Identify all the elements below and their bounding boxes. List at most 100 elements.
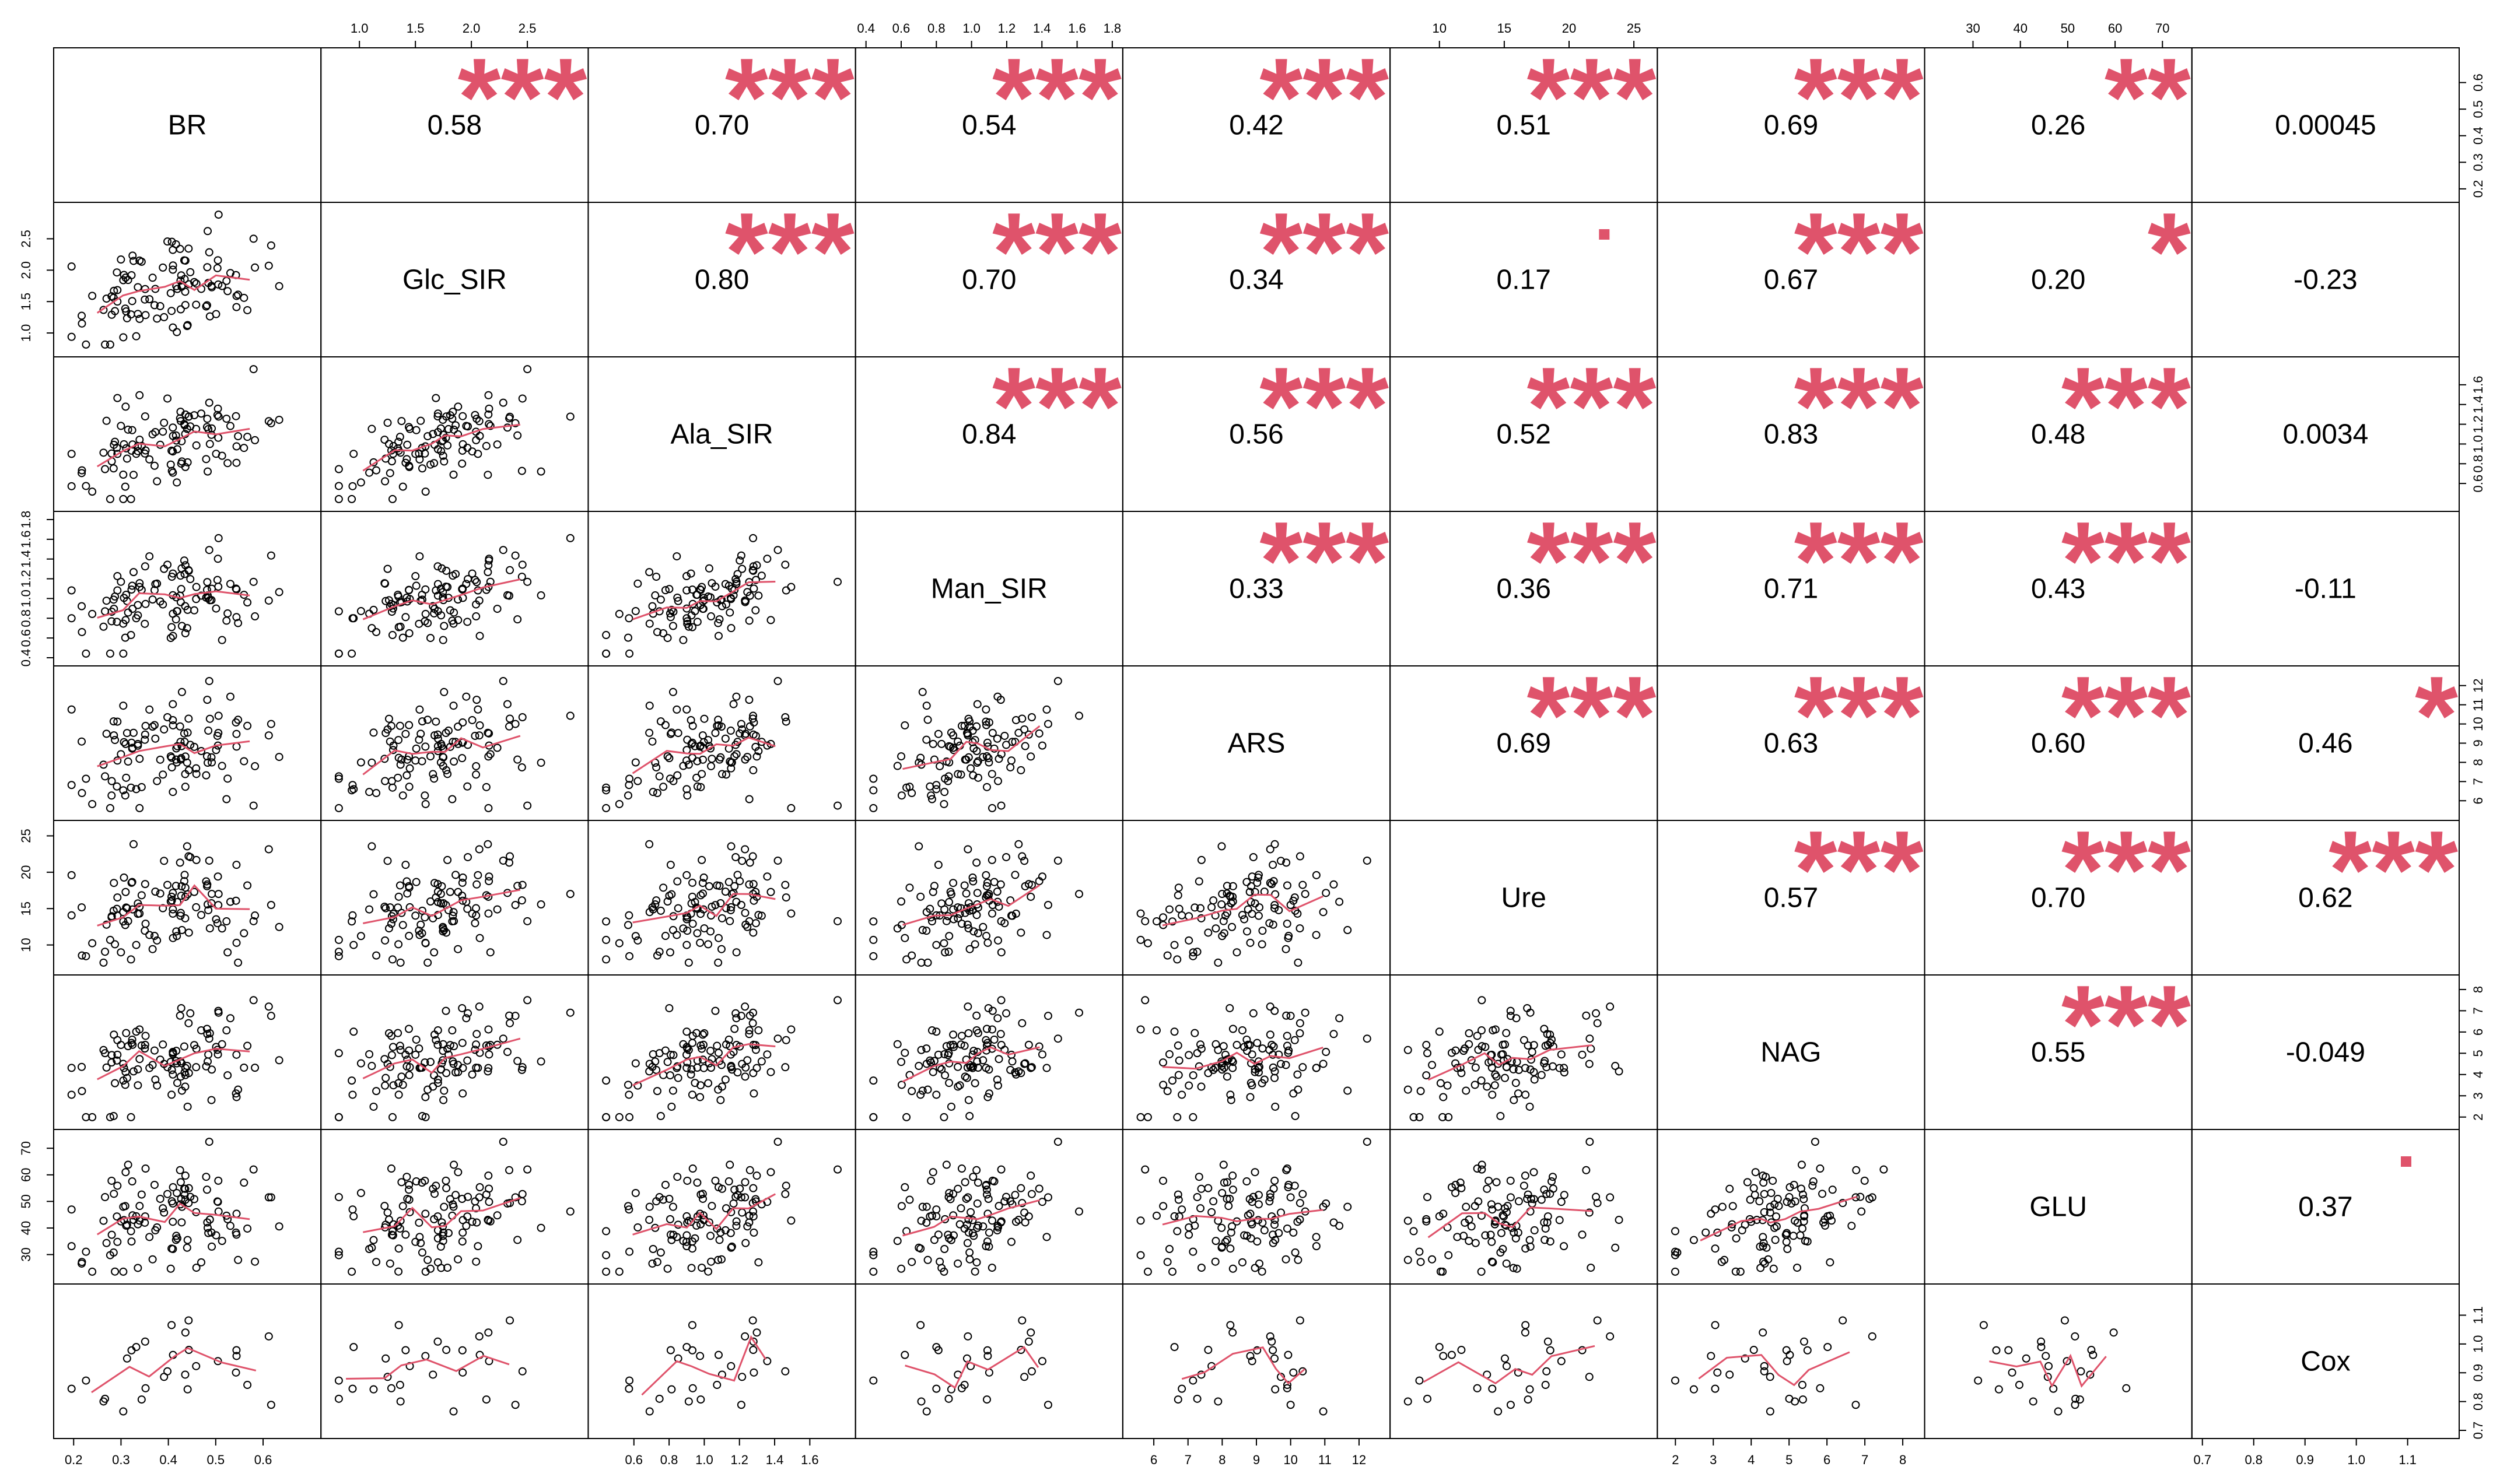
scatter-point xyxy=(167,763,176,771)
signif-stars-BR-Ure: *** xyxy=(1527,36,1657,159)
scatter-point xyxy=(372,1087,381,1096)
scatter-point xyxy=(954,1062,962,1071)
scatter-point xyxy=(442,583,450,591)
panel-Glc_SIR-BR xyxy=(53,202,322,357)
scatter-point xyxy=(1294,958,1302,967)
scatter-point xyxy=(1246,938,1255,947)
scatter-point xyxy=(957,1040,965,1049)
scatter-point xyxy=(169,715,177,724)
scatter-point xyxy=(1827,1216,1836,1225)
scatter-point xyxy=(449,1200,457,1209)
scatter-point xyxy=(1254,1216,1263,1225)
scatter-point xyxy=(78,789,86,798)
scatter-point xyxy=(602,1113,611,1121)
scatter-point xyxy=(349,1212,358,1220)
scatter-point xyxy=(749,880,758,889)
scatter-point xyxy=(1746,1195,1755,1204)
scatter-point xyxy=(947,1102,955,1111)
scatter-point xyxy=(693,929,702,938)
scatter-point xyxy=(169,1244,177,1253)
scatter-point xyxy=(430,1030,439,1039)
scatter-point xyxy=(1168,1076,1177,1085)
scatter-point xyxy=(388,783,397,792)
scatter-point xyxy=(1266,1193,1274,1202)
scatter-point xyxy=(421,449,429,458)
scatter-point xyxy=(982,717,990,726)
scatter-point xyxy=(698,755,707,764)
scatter-point xyxy=(738,857,747,865)
scatter-point xyxy=(698,889,707,898)
scatter-point xyxy=(698,1194,707,1203)
scatter-point xyxy=(264,1193,273,1202)
scatter-point xyxy=(726,608,734,617)
scatter-point xyxy=(1542,1367,1551,1376)
scatter-point xyxy=(749,766,758,774)
scatter-point xyxy=(741,908,750,917)
scatter-point xyxy=(721,887,730,896)
scatter-point xyxy=(177,585,185,594)
smoother-line-GLU-Man_SIR xyxy=(902,1199,1040,1237)
scatter-point xyxy=(1514,1065,1523,1074)
scatter-point xyxy=(511,551,520,560)
scatter-point xyxy=(1428,1255,1437,1264)
scatter-point xyxy=(485,1050,493,1059)
scatter-point xyxy=(698,1044,706,1053)
panel-Cox-BR xyxy=(53,1283,322,1439)
scatter-point xyxy=(745,1211,754,1220)
scatter-point xyxy=(405,721,414,729)
scatter-point xyxy=(167,1321,176,1329)
scatter-point xyxy=(372,627,381,636)
scatter-point xyxy=(1143,1113,1152,1121)
scatter-point xyxy=(439,1056,447,1065)
y-tick-label-NAG: 5 xyxy=(2471,1050,2485,1057)
scatter-point xyxy=(251,911,260,920)
scatter-point xyxy=(666,1346,675,1355)
scatter-point xyxy=(405,1180,414,1189)
scatter-point xyxy=(159,427,167,436)
y-tick-label-BR: 0.6 xyxy=(2471,73,2485,92)
scatter-point xyxy=(213,411,222,419)
scatter-point xyxy=(1224,1202,1233,1211)
scatter-point xyxy=(113,1050,122,1059)
scatter-point xyxy=(468,909,477,918)
scatter-point xyxy=(722,600,730,609)
scatter-point xyxy=(387,1230,396,1239)
scatter-point xyxy=(1228,1025,1237,1033)
scatter-point xyxy=(693,782,702,791)
corr-value-Glc_SIR-Ure: 0.17 xyxy=(1497,265,1551,296)
scatter-point xyxy=(172,927,181,936)
scatter-point xyxy=(134,310,142,318)
scatter-point xyxy=(749,1346,758,1355)
scatter-point xyxy=(334,482,343,490)
scatter-point xyxy=(1525,1102,1534,1111)
corr-value-Glc_SIR-ARS: 0.34 xyxy=(1229,265,1283,296)
scatter-point xyxy=(974,757,982,766)
scatter-point xyxy=(148,273,157,282)
scatter-point xyxy=(464,575,472,584)
scatter-point xyxy=(395,721,404,730)
scatter-point xyxy=(922,701,931,710)
scatter-point xyxy=(1293,1070,1302,1079)
scatter-point xyxy=(649,1050,657,1058)
scatter-point xyxy=(967,1208,975,1216)
scatter-point xyxy=(1547,1177,1556,1186)
scatter-point xyxy=(1017,766,1025,774)
scatter-point xyxy=(78,311,86,320)
panel-Ure-Glc_SIR xyxy=(320,820,589,976)
scatter-point xyxy=(1521,1328,1529,1337)
scatter-point xyxy=(468,715,477,724)
scatter-point xyxy=(2122,1384,2131,1392)
scatter-point xyxy=(111,736,120,745)
scatter-point xyxy=(1249,1192,1258,1201)
scatter-point xyxy=(1283,881,1291,890)
scatter-point xyxy=(109,464,118,473)
scatter-point xyxy=(433,734,442,743)
scatter-point xyxy=(1582,1011,1591,1020)
scatter-point xyxy=(659,883,668,892)
scatter-point xyxy=(834,577,842,586)
scatter-point xyxy=(472,904,481,913)
scatter-point xyxy=(1488,1090,1497,1099)
scatter-point xyxy=(1557,1198,1566,1206)
scatter-point xyxy=(109,717,118,726)
corr-value-BR-NAG: 0.69 xyxy=(1764,110,1818,141)
